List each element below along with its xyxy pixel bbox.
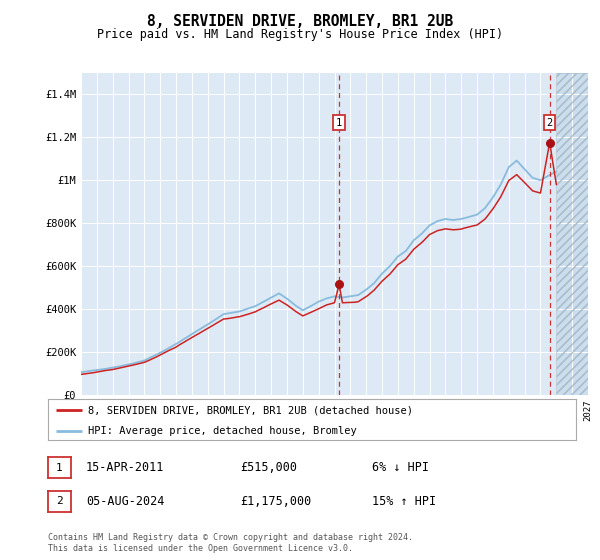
Text: 1: 1 [336, 118, 342, 128]
Text: 15-APR-2011: 15-APR-2011 [86, 461, 164, 474]
Text: £515,000: £515,000 [240, 461, 297, 474]
Text: 2: 2 [547, 118, 553, 128]
Text: 15% ↑ HPI: 15% ↑ HPI [372, 494, 436, 508]
Text: HPI: Average price, detached house, Bromley: HPI: Average price, detached house, Brom… [88, 426, 356, 436]
Text: 8, SERVIDEN DRIVE, BROMLEY, BR1 2UB (detached house): 8, SERVIDEN DRIVE, BROMLEY, BR1 2UB (det… [88, 405, 413, 415]
Bar [556, 73, 588, 395]
Bar [556, 73, 588, 395]
Text: 8, SERVIDEN DRIVE, BROMLEY, BR1 2UB: 8, SERVIDEN DRIVE, BROMLEY, BR1 2UB [147, 14, 453, 29]
Text: Price paid vs. HM Land Registry's House Price Index (HPI): Price paid vs. HM Land Registry's House … [97, 28, 503, 41]
Text: 6% ↓ HPI: 6% ↓ HPI [372, 461, 429, 474]
Text: 1: 1 [56, 463, 63, 473]
Text: 05-AUG-2024: 05-AUG-2024 [86, 494, 164, 508]
Text: Contains HM Land Registry data © Crown copyright and database right 2024.
This d: Contains HM Land Registry data © Crown c… [48, 533, 413, 553]
Text: 2: 2 [56, 496, 63, 506]
Text: £1,175,000: £1,175,000 [240, 494, 311, 508]
